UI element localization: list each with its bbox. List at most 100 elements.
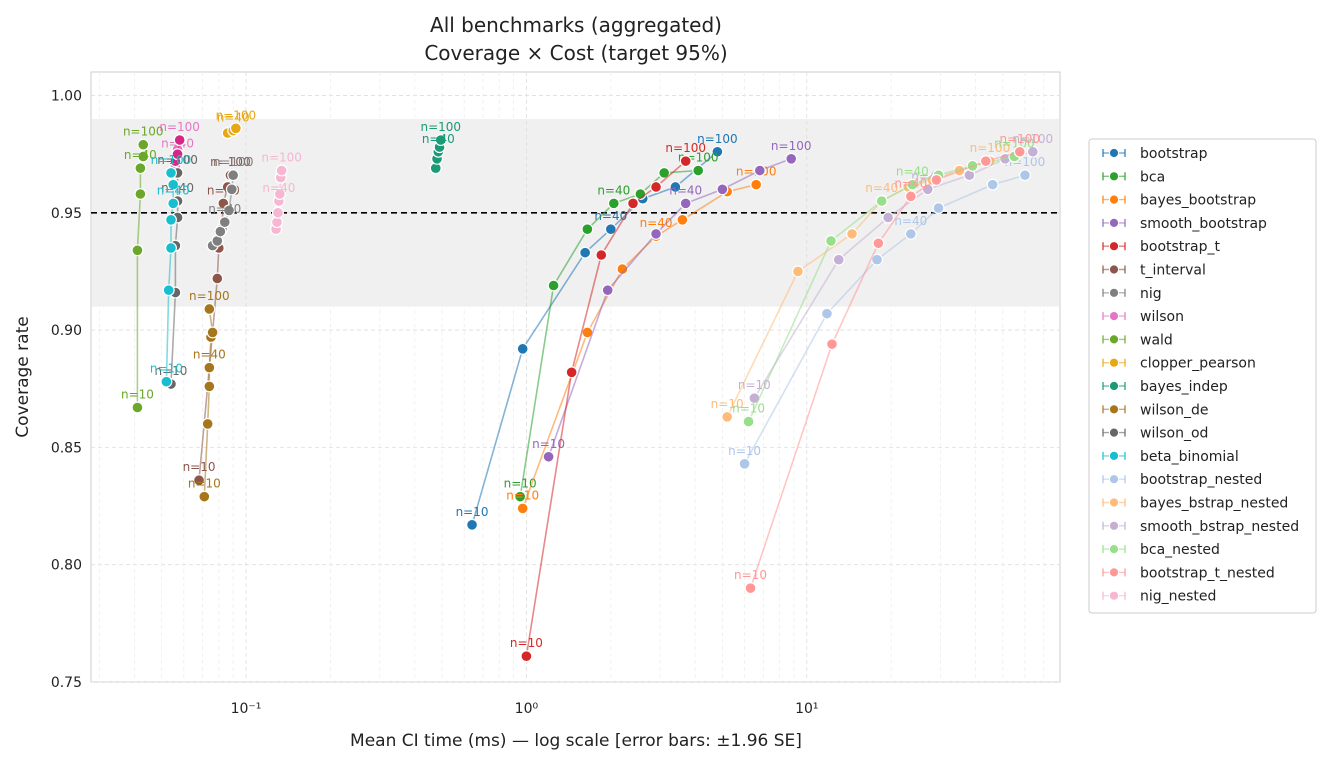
legend-marker	[1108, 590, 1120, 601]
data-point	[131, 244, 144, 257]
data-point	[832, 253, 845, 266]
data-point	[434, 134, 447, 147]
data-point	[904, 227, 917, 240]
data-point	[134, 162, 147, 175]
data-point	[1013, 145, 1026, 158]
chart-subtitle: Coverage × Cost (target 95%)	[424, 41, 727, 65]
data-point	[986, 178, 999, 191]
data-point	[547, 279, 560, 292]
data-point	[1018, 169, 1031, 182]
y-axis-label: Coverage rate	[13, 316, 33, 437]
data-point	[162, 284, 175, 297]
legend-item: beta_binomial	[1102, 449, 1239, 465]
data-point	[676, 213, 689, 226]
data-point	[846, 227, 859, 240]
data-point	[173, 134, 186, 147]
data-point	[744, 582, 757, 595]
series-nig: n=40 n=100	[206, 155, 254, 252]
legend-item: smooth_bstrap_nested	[1102, 519, 1299, 535]
point-label: n=100	[216, 108, 257, 122]
data-point	[227, 169, 240, 182]
y-tick-label: 0.95	[51, 206, 82, 222]
data-point	[679, 197, 692, 210]
x-tick-label: 10⁰	[515, 701, 539, 717]
data-point	[872, 237, 885, 250]
point-label: n=100	[151, 153, 192, 167]
data-point	[721, 410, 734, 423]
data-point	[882, 211, 895, 224]
legend-label: clopper_pearson	[1140, 356, 1256, 372]
data-point	[137, 150, 150, 163]
data-point	[579, 246, 592, 259]
legend-label: bootstrap	[1140, 146, 1208, 162]
point-label: n=40	[865, 181, 898, 195]
legend-marker	[1108, 194, 1120, 205]
legend-label: bootstrap_t_nested	[1140, 565, 1275, 581]
legend-item: bootstrap_t	[1102, 239, 1221, 255]
data-point	[466, 518, 479, 531]
data-point	[820, 307, 833, 320]
data-point	[218, 216, 231, 229]
data-point	[595, 249, 608, 262]
legend-marker	[1108, 567, 1120, 578]
data-point	[520, 650, 533, 663]
point-label: n=100	[261, 151, 302, 165]
point-label: n=10	[711, 397, 744, 411]
x-tick-label: 10¹	[795, 701, 818, 717]
data-point	[203, 380, 216, 393]
legend-item: nig	[1102, 286, 1162, 302]
point-label: n=10	[183, 460, 216, 474]
point-label: n=40	[669, 183, 702, 197]
data-point	[581, 223, 594, 236]
point-label: n=100	[213, 155, 254, 169]
point-label: n=40	[894, 176, 927, 190]
point-label: n=10	[150, 362, 183, 376]
series-bootstrap: n=10 n=40 n=100	[456, 132, 738, 531]
legend-item: wilson	[1102, 309, 1184, 325]
point-label: n=10	[456, 505, 489, 519]
series-bayes_indep: n=40n=100	[420, 120, 461, 175]
legend-item: smooth_bootstrap	[1102, 216, 1267, 232]
series-layer: n=10n=40n=100n=10n=40n=100n=10n=40n=100n…	[121, 108, 1053, 663]
point-label: n=10	[506, 488, 539, 502]
point-label: n=40	[640, 216, 673, 230]
series-line	[525, 160, 687, 657]
legend-item: t_interval	[1102, 263, 1206, 279]
data-point	[930, 173, 943, 186]
legend-item: bayes_bootstrap	[1102, 193, 1256, 209]
data-point	[932, 202, 945, 215]
data-point	[171, 148, 184, 161]
series-wilson_core	[169, 134, 186, 168]
point-label: n=100	[157, 153, 198, 167]
data-point	[904, 190, 917, 203]
legend-label: smooth_bstrap_nested	[1140, 519, 1299, 535]
point-label: n=10	[732, 402, 765, 416]
series-wald: n=10 n=40 n=100	[121, 125, 164, 414]
data-point	[906, 178, 919, 191]
legend-label: wilson_de	[1140, 402, 1208, 418]
data-point	[167, 197, 180, 210]
legend-label: t_interval	[1140, 263, 1206, 279]
legend-item: bayes_bstrap_nested	[1102, 496, 1288, 512]
data-point	[692, 164, 705, 177]
point-label: n=40	[193, 348, 226, 362]
data-point	[273, 188, 286, 201]
data-point	[616, 263, 629, 276]
data-point	[167, 178, 180, 191]
legend-marker	[1108, 334, 1120, 345]
legend-label: bayes_bstrap_nested	[1140, 496, 1288, 512]
data-point	[785, 152, 798, 165]
data-point	[516, 502, 529, 515]
legend-marker	[1108, 264, 1120, 275]
data-point	[753, 164, 766, 177]
legend-marker	[1108, 404, 1120, 415]
data-point	[658, 166, 671, 179]
legend-frame	[1088, 138, 1317, 614]
data-point	[203, 361, 216, 374]
point-label: n=100	[697, 132, 738, 146]
series-bca_nested: n=10 n=40 n=100	[732, 136, 1035, 428]
legend-label: nig_nested	[1140, 589, 1216, 605]
point-label: n=10	[188, 477, 221, 491]
legend-item: clopper_pearson	[1102, 356, 1256, 372]
legend-item: wald	[1102, 332, 1173, 348]
